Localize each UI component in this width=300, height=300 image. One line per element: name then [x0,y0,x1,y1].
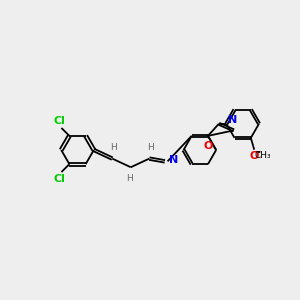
Text: Cl: Cl [53,174,65,184]
Text: O: O [203,141,213,151]
Text: Cl: Cl [53,116,65,126]
Text: N: N [169,155,178,165]
Text: H: H [147,143,154,152]
Text: H: H [110,143,117,152]
Text: CH₃: CH₃ [254,151,271,160]
Text: H: H [126,174,133,183]
Text: O: O [249,151,259,161]
Text: N: N [228,116,237,125]
